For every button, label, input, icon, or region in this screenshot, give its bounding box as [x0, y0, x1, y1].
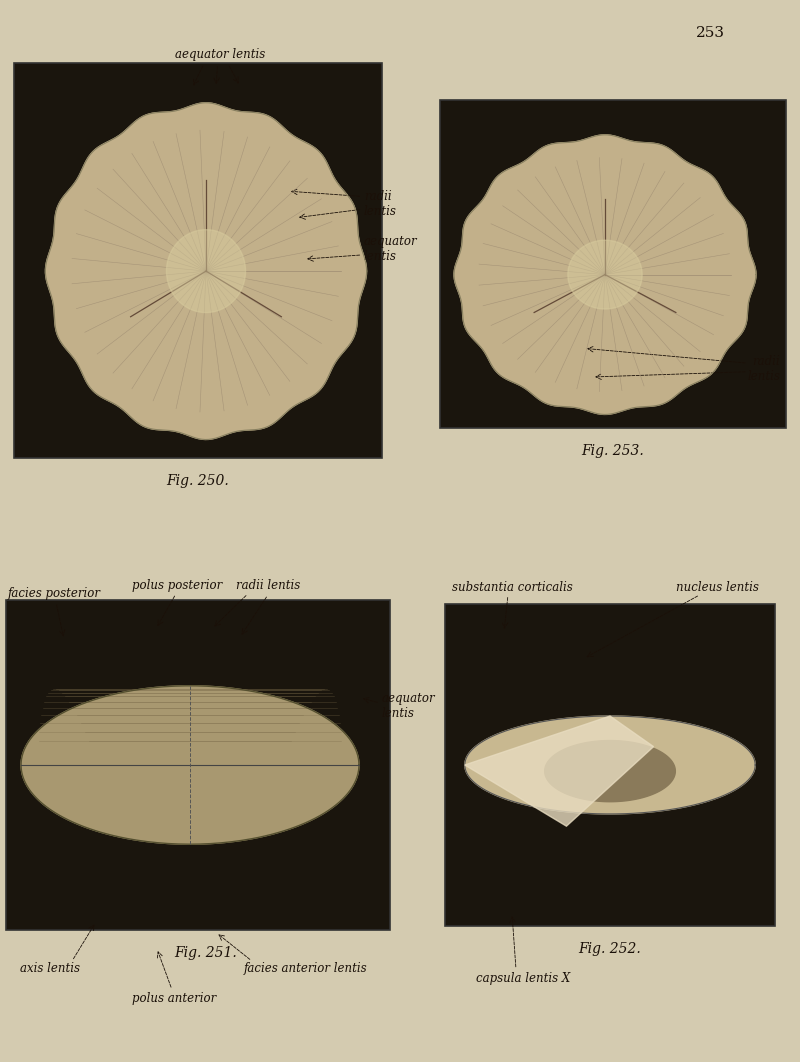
Text: polus posterior: polus posterior	[132, 579, 222, 592]
Text: nucleus lentis: nucleus lentis	[676, 581, 759, 594]
Polygon shape	[545, 740, 675, 802]
Text: Fig. 253.: Fig. 253.	[582, 444, 644, 458]
Polygon shape	[46, 103, 366, 440]
Polygon shape	[568, 240, 642, 309]
Polygon shape	[166, 229, 246, 312]
Polygon shape	[21, 686, 359, 844]
Text: Fig. 250.: Fig. 250.	[166, 474, 230, 487]
Polygon shape	[454, 135, 756, 414]
Text: radii
lentis: radii lentis	[364, 190, 397, 218]
Text: facies posterior: facies posterior	[8, 587, 101, 600]
Text: 253: 253	[696, 27, 725, 40]
FancyBboxPatch shape	[6, 600, 390, 930]
Text: radii
lentis: radii lentis	[747, 355, 780, 382]
Text: axis lentis: axis lentis	[20, 962, 80, 975]
Text: Fig. 252.: Fig. 252.	[578, 942, 642, 956]
Text: substantia corticalis: substantia corticalis	[452, 581, 573, 594]
Text: capsula lentis X: capsula lentis X	[476, 972, 570, 984]
Text: aequator
lentis: aequator lentis	[364, 235, 418, 262]
Text: Fig. 251.: Fig. 251.	[174, 946, 238, 960]
Text: facies anterior lentis: facies anterior lentis	[244, 962, 368, 975]
FancyBboxPatch shape	[440, 100, 786, 428]
Polygon shape	[465, 716, 755, 813]
Text: aequator
lentis: aequator lentis	[382, 692, 435, 720]
Polygon shape	[465, 716, 654, 826]
Text: polus anterior: polus anterior	[132, 992, 216, 1005]
Text: aequator lentis: aequator lentis	[175, 48, 265, 61]
FancyBboxPatch shape	[445, 604, 775, 926]
FancyBboxPatch shape	[14, 63, 382, 458]
Text: radii lentis: radii lentis	[236, 579, 300, 592]
